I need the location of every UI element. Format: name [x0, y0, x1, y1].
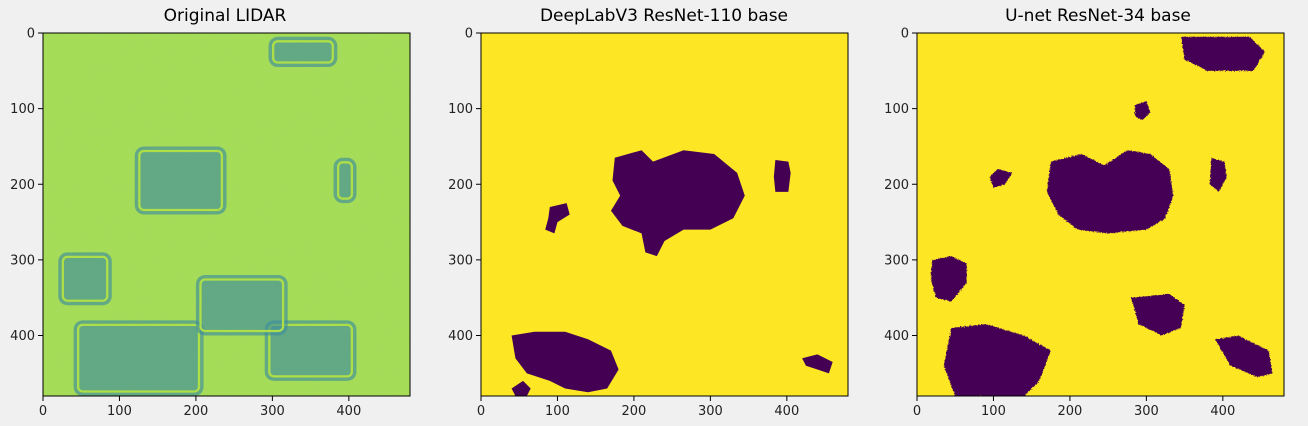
x-tick-label: 400 — [336, 404, 361, 419]
lidar-feature-edge — [199, 278, 285, 333]
lidar-feature — [268, 36, 338, 68]
mask-regions — [511, 150, 833, 396]
x-tick-label: 200 — [1058, 404, 1083, 419]
x-tick-label: 100 — [107, 404, 132, 419]
lidar-feature-edge — [268, 323, 354, 378]
lidar-feature-edge — [138, 149, 224, 212]
x-tick-label: 300 — [698, 404, 723, 419]
lidar-feature-edge — [271, 40, 334, 64]
mask-region — [610, 150, 745, 257]
plot-area-lidar — [43, 33, 410, 396]
mask-region — [989, 169, 1013, 189]
mask-region — [545, 203, 570, 234]
y-tick-label: 300 — [10, 253, 35, 268]
x-tick-label: 100 — [981, 404, 1006, 419]
panel-original-lidar: Original LIDAR 0 100 200 300 400 0 100 200 300 40… — [10, 6, 411, 420]
axes-frame — [42, 32, 411, 397]
y-tick-label: 200 — [10, 178, 35, 193]
mask-region — [1209, 157, 1227, 192]
mask-region — [1134, 101, 1151, 120]
x-tick-label: 400 — [774, 404, 799, 419]
y-tick-label: 400 — [448, 329, 473, 344]
y-tick-label: 400 — [10, 329, 35, 344]
y-tick-label: 300 — [884, 253, 909, 268]
mask-region — [802, 354, 833, 374]
mask-region — [930, 256, 967, 302]
mask-region — [511, 331, 619, 393]
y-tick-label: 100 — [884, 102, 909, 117]
axes-ticks: 0 100 200 300 400 0 100 200 300 400 — [10, 27, 361, 420]
panel-unet: U-net ResNet-34 base 0 100 200 300 400 0 100 20… — [884, 6, 1285, 420]
y-tick-label: 0 — [27, 27, 35, 42]
y-tick-label: 200 — [884, 178, 909, 193]
lidar-feature — [58, 252, 112, 306]
x-tick-label: 0 — [913, 404, 921, 419]
panel-deeplabv3: DeepLabV3 ResNet-110 base 0 100 200 300 4000… — [448, 6, 849, 420]
panel-title: DeepLabV3 ResNet-110 base — [540, 6, 788, 26]
y-tick-label: 400 — [884, 329, 909, 344]
mask-region — [511, 380, 531, 396]
x-tick-label: 100 — [545, 404, 570, 419]
lidar-feature — [73, 320, 204, 396]
y-tick-label: 200 — [448, 178, 473, 193]
lidar-feature-edge — [61, 255, 109, 302]
mask-region — [773, 160, 791, 192]
axes-frame — [480, 32, 849, 397]
mask-region — [1046, 150, 1174, 234]
y-tick-label: 0 — [465, 27, 473, 42]
panel-title: U-net ResNet-34 base — [1005, 6, 1191, 26]
y-tick-label: 100 — [10, 102, 35, 117]
x-tick-label: 0 — [477, 404, 485, 419]
y-tick-label: 100 — [448, 102, 473, 117]
lidar-feature — [195, 275, 288, 336]
mask-regions — [930, 36, 1273, 396]
x-tick-label: 400 — [1210, 404, 1235, 419]
y-tick-label: 300 — [448, 253, 473, 268]
y-tick-label: 0 — [901, 27, 909, 42]
mask-region — [943, 324, 1051, 396]
lidar-feature — [134, 146, 227, 215]
mask-region — [1131, 293, 1185, 336]
plot-area-deeplabv3 — [481, 33, 848, 396]
panel-title: Original LIDAR — [164, 6, 287, 26]
lidar-features — [58, 36, 357, 396]
plot-area-unet — [917, 33, 1284, 396]
x-tick-label: 200 — [184, 404, 209, 419]
x-tick-label: 300 — [260, 404, 285, 419]
lidar-feature-edge — [336, 161, 354, 200]
x-tick-label: 300 — [1134, 404, 1159, 419]
x-tick-label: 0 — [39, 404, 47, 419]
mask-region — [1215, 335, 1273, 378]
lidar-feature-edge — [77, 323, 201, 393]
axes-ticks: 0 100 200 300 400 0 100 200 300 400 — [884, 27, 1235, 420]
axes-ticks: 0 100 200 300 400 0 100 200 300 400 — [448, 27, 799, 420]
mask-region — [1180, 36, 1265, 71]
axes-frame — [916, 32, 1285, 397]
lidar-feature — [264, 320, 357, 381]
x-tick-label: 200 — [622, 404, 647, 419]
